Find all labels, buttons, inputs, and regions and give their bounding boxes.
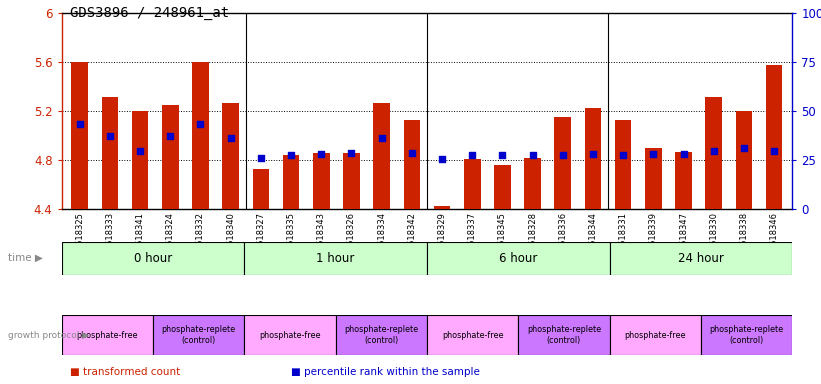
Text: phosphate-replete
(control): phosphate-replete (control) [709,325,784,345]
Point [375,135,388,141]
Point [617,152,630,159]
Bar [554,118,571,209]
Point [345,150,358,156]
Text: phosphate-replete
(control): phosphate-replete (control) [344,325,419,345]
Bar [494,165,511,209]
Point [134,147,147,154]
Point [435,156,448,162]
Point [285,152,298,159]
Bar [62,315,153,355]
Bar [403,120,420,209]
Bar [313,153,329,209]
Point [677,151,690,157]
Point [314,151,328,157]
Text: phosphate-free: phosphate-free [625,331,686,339]
Text: ■ percentile rank within the sample: ■ percentile rank within the sample [291,367,480,377]
Bar [518,315,609,355]
Bar [62,242,245,275]
Bar [701,315,792,355]
Bar [336,315,427,355]
Point [526,152,539,159]
Bar [374,103,390,209]
Bar [427,315,518,355]
Point [163,133,177,139]
Bar [736,111,752,209]
Point [768,147,781,154]
Point [586,151,599,157]
Text: phosphate-replete
(control): phosphate-replete (control) [162,325,236,345]
Text: 0 hour: 0 hour [134,252,172,265]
Bar [253,169,269,209]
Point [556,152,569,159]
Point [737,145,750,151]
Bar [102,97,118,209]
Bar [245,242,427,275]
Text: phosphate-replete
(control): phosphate-replete (control) [527,325,601,345]
Point [194,121,207,127]
Bar [222,103,239,209]
Text: phosphate-free: phosphate-free [442,331,503,339]
Bar [705,97,722,209]
Bar [615,120,631,209]
Bar [282,156,300,209]
Text: 24 hour: 24 hour [678,252,724,265]
Bar [525,158,541,209]
Bar [427,242,609,275]
Bar [766,65,782,209]
Point [707,147,720,154]
Text: 6 hour: 6 hour [499,252,538,265]
Point [496,152,509,159]
Point [224,135,237,141]
Bar [192,63,209,209]
Text: 1 hour: 1 hour [316,252,355,265]
Bar [132,111,149,209]
Bar [245,315,336,355]
Text: GDS3896 / 248961_at: GDS3896 / 248961_at [70,6,229,20]
Bar [343,153,360,209]
Bar [433,205,451,209]
Text: phosphate-free: phosphate-free [76,331,138,339]
Point [466,152,479,159]
Bar [153,315,245,355]
Bar [71,63,88,209]
Text: phosphate-free: phosphate-free [259,331,321,339]
Point [73,121,86,127]
Text: time ▶: time ▶ [8,253,43,263]
Bar [609,315,701,355]
Point [255,155,268,161]
Bar [162,105,179,209]
Bar [609,242,792,275]
Bar [645,148,662,209]
Point [103,133,117,139]
Point [406,150,419,156]
Bar [464,159,480,209]
Bar [675,152,692,209]
Text: ■ transformed count: ■ transformed count [70,367,180,377]
Bar [585,108,601,209]
Text: growth protocol ▶: growth protocol ▶ [8,331,89,339]
Point [647,151,660,157]
